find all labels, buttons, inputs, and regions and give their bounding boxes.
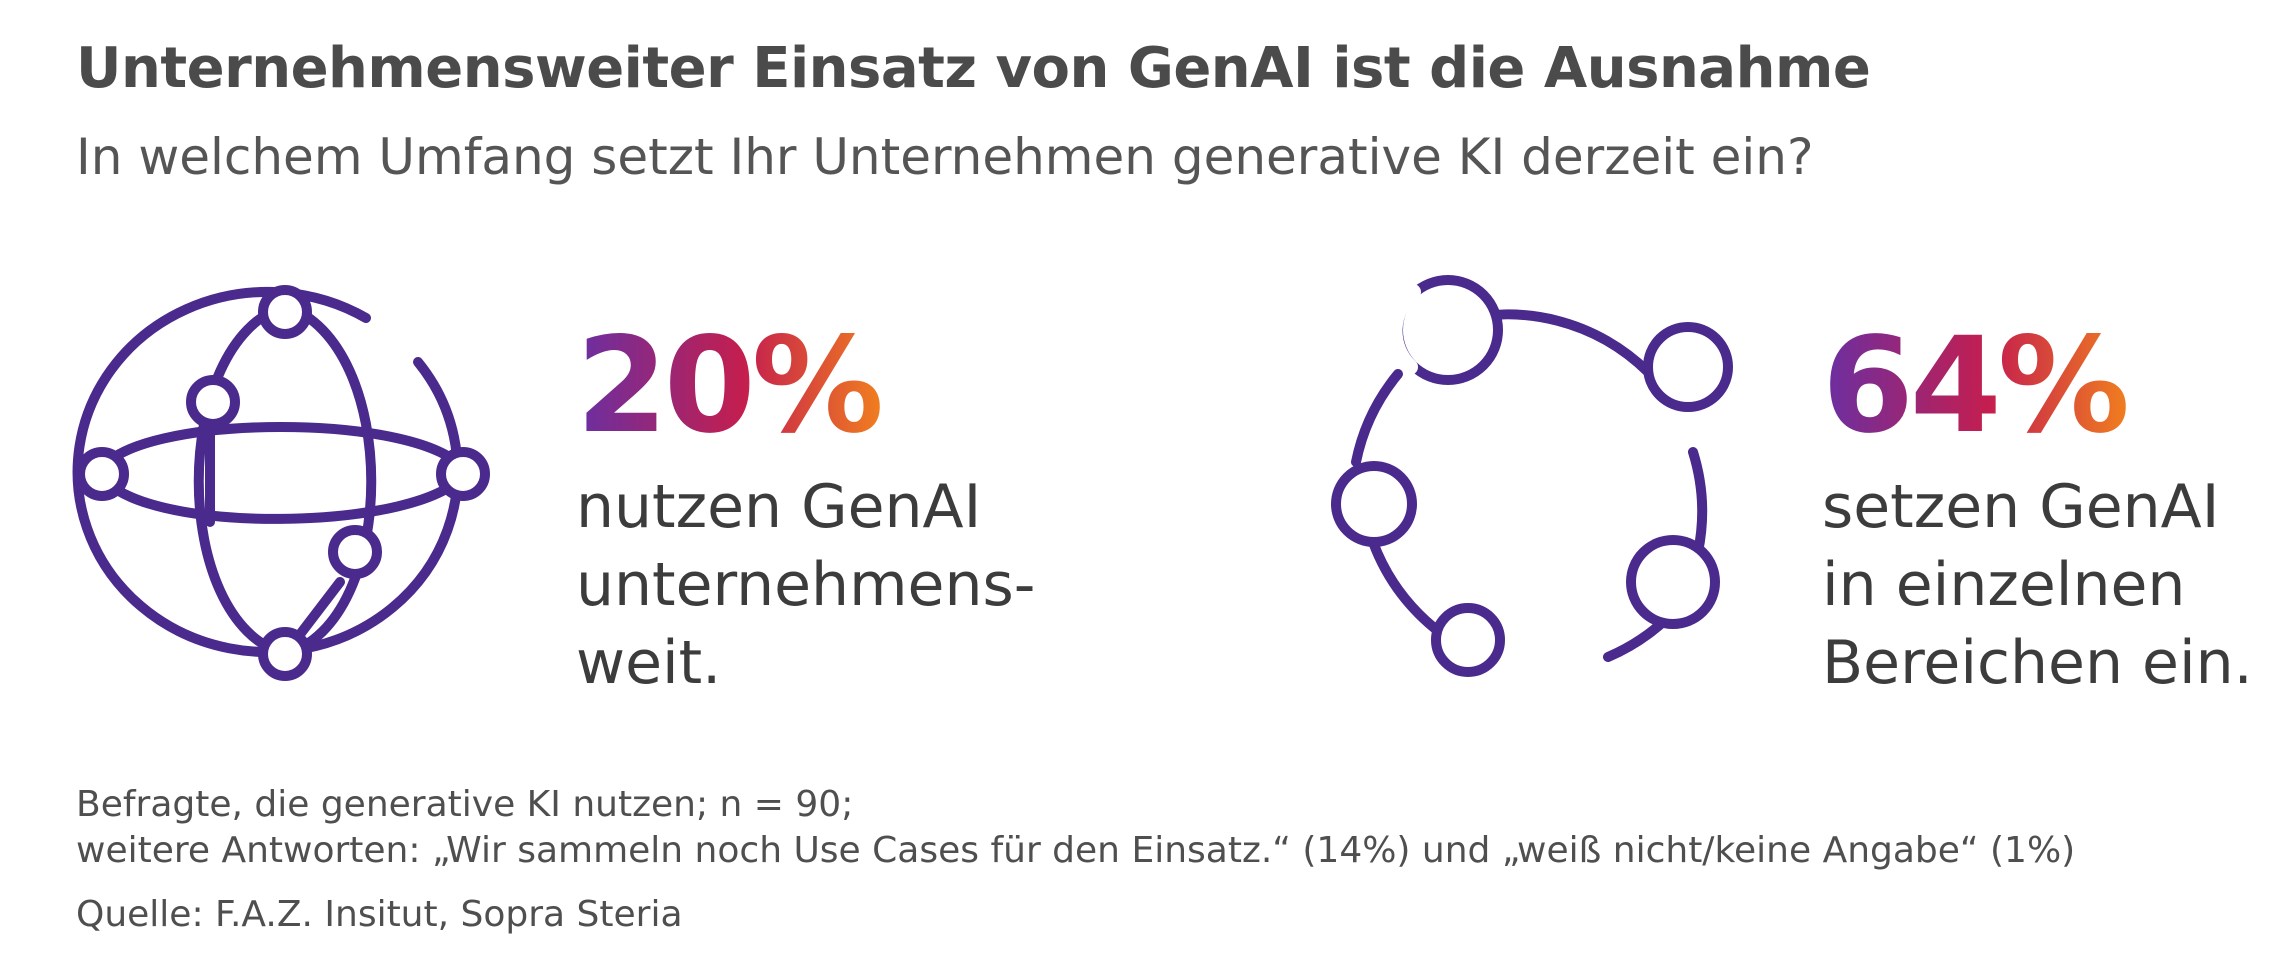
stat-value-departments: 64%: [1822, 309, 2130, 463]
circular-network-icon: [1318, 262, 1758, 692]
stat-text-companywide: nutzen GenAI unternehmens- weit.: [576, 472, 1036, 698]
page-subtitle: In welchem Umfang setzt Ihr Unternehmen …: [76, 128, 1814, 186]
stat-value-companywide: 20%: [576, 309, 884, 463]
stat-text-departments: setzen GenAI in einzelnen Bereichen ein.: [1822, 472, 2253, 698]
footnote-base: Befragte, die generative KI nutzen; n = …: [76, 784, 854, 825]
footnote-source: Quelle: F.A.Z. Insitut, Sopra Steria: [76, 894, 683, 935]
footnote-other-answers: weitere Antworten: „Wir sammeln noch Use…: [76, 830, 2076, 871]
page-title: Unternehmensweiter Einsatz von GenAI ist…: [76, 36, 1871, 101]
globe-network-icon: [70, 282, 500, 692]
